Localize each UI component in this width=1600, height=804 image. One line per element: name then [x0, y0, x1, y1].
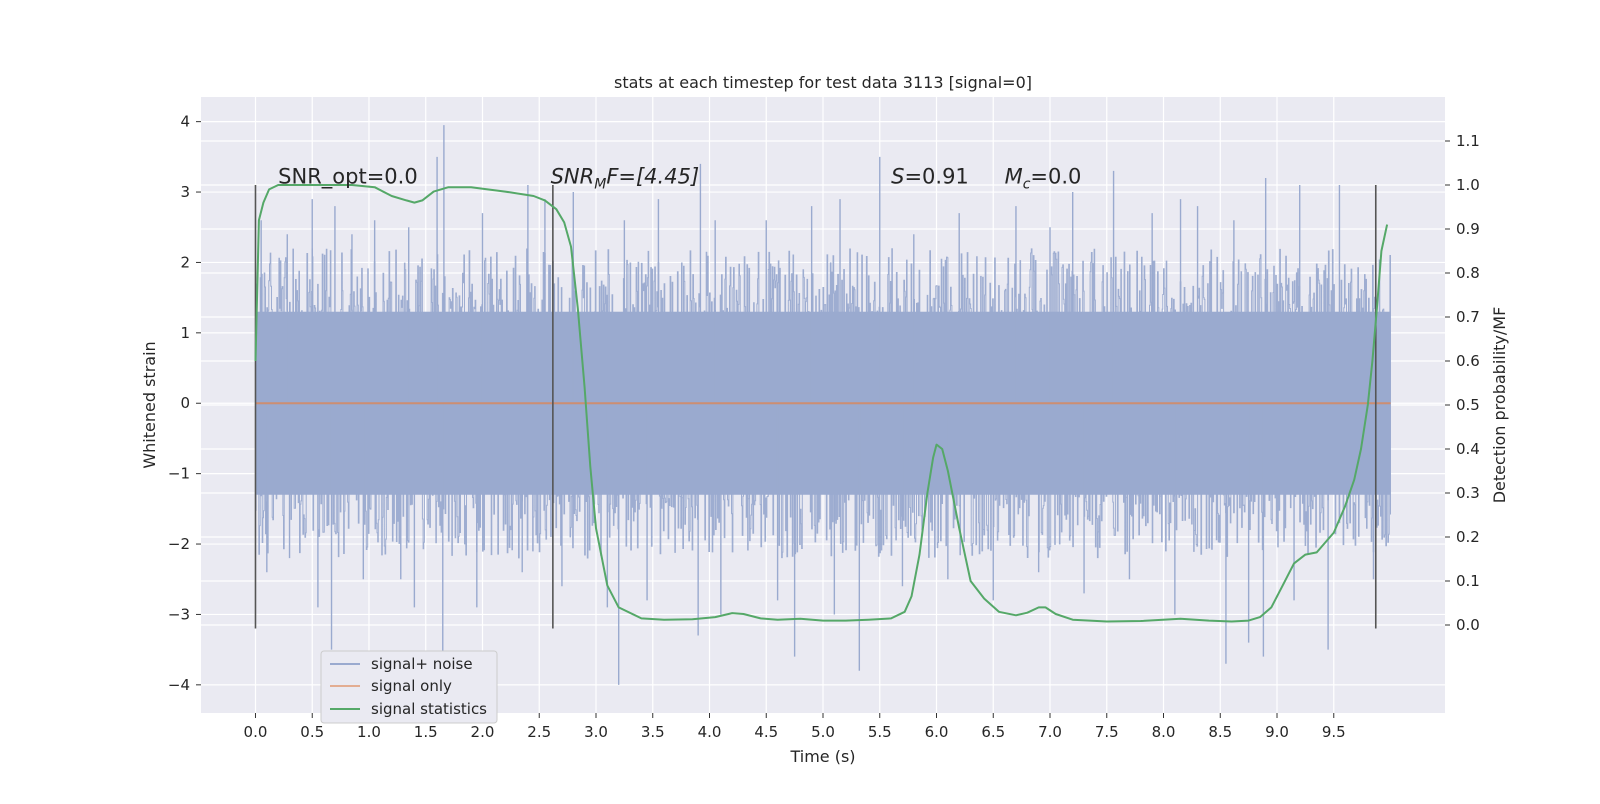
y2-tick-label: 0.3 [1456, 484, 1480, 502]
x-tick-label: 4.5 [754, 723, 778, 741]
x-tick-label: 5.0 [811, 723, 835, 741]
y2-tick-label: 0.7 [1456, 308, 1480, 326]
annotation-main: S [891, 165, 904, 189]
x-tick-label: 2.0 [471, 723, 495, 741]
ticks: 0.0 0.5 1.0 1.5 2.0 2.5 3.0 3.5 4.0 4.5 5.0 5.5 6.0 6… [168, 113, 1480, 741]
x-tick-label: 8.0 [1152, 723, 1176, 741]
legend-label-statistics: signal statistics [371, 700, 487, 718]
y2-tick-label: 0.5 [1456, 396, 1480, 414]
x-tick-label: 1.5 [414, 723, 438, 741]
annotation-main: M [1005, 165, 1023, 189]
x-tick-label: 5.5 [868, 723, 892, 741]
y2-tick-label: 0.0 [1456, 616, 1480, 634]
annotation-main: SNR [551, 165, 595, 189]
annotation-tail: =0.91 [904, 165, 968, 189]
y2-tick-label: 0.6 [1456, 352, 1480, 370]
x-tick-label: 7.0 [1038, 723, 1062, 741]
y2-tick-label: 0.1 [1456, 572, 1480, 590]
annotations: SNR_opt=0.0 SNRMF=[4.45] S=0.91 Mc=0.0 [278, 165, 1081, 193]
x-tick-label: 6.0 [925, 723, 949, 741]
y-tick-label: 1 [180, 324, 190, 342]
annotation-mc-value: Mc=0.0 [1005, 165, 1082, 193]
y2-tick-label: 1.0 [1456, 176, 1480, 194]
annotation-s-value: S=0.91 [891, 165, 969, 189]
y-tick-label: −4 [168, 676, 190, 694]
annotation-tail: F=[4.45] [606, 165, 699, 189]
y-tick-label: 3 [180, 183, 190, 201]
annotation-snr-mf: SNRMF=[4.45] [551, 165, 700, 193]
x-tick-label: 0.0 [244, 723, 268, 741]
annotation-snr-opt: SNR_opt=0.0 [278, 165, 418, 190]
x-tick-label: 3.5 [641, 723, 665, 741]
y-tick-label: 4 [180, 113, 190, 131]
legend-label-noise: signal+ noise [371, 655, 473, 673]
x-tick-label: 8.5 [1208, 723, 1232, 741]
legend: signal+ noise signal only signal statist… [320, 650, 498, 724]
y2-tick-label: 0.2 [1456, 528, 1480, 546]
y-tick-label: −3 [168, 605, 190, 623]
y-tick-label: −1 [168, 465, 190, 483]
y-tick-label: −2 [168, 535, 190, 553]
chart-title: stats at each timestep for test data 311… [614, 73, 1032, 92]
y-tick-label: 2 [180, 253, 190, 271]
x-tick-label: 6.5 [981, 723, 1005, 741]
x-tick-label: 7.5 [1095, 723, 1119, 741]
y2-tick-label: 0.4 [1456, 440, 1480, 458]
statistics-line [254, 184, 1389, 623]
x-tick-label: 2.5 [527, 723, 551, 741]
annotation-sub: c [1023, 177, 1031, 193]
y2-tick-label: 1.1 [1456, 132, 1480, 150]
annotation-tail: =0.0 [1030, 165, 1081, 189]
marker-lines [254, 185, 1377, 629]
legend-box [320, 650, 498, 724]
y2-tick-label: 0.8 [1456, 264, 1480, 282]
y2-axis-label: Detection probability/MF [1490, 307, 1509, 504]
y-tick-label: 0 [180, 394, 190, 412]
x-tick-label: 1.0 [357, 723, 381, 741]
y-axis-label: Whitened strain [140, 341, 159, 468]
x-tick-label: 3.0 [584, 723, 608, 741]
x-tick-label: 4.0 [698, 723, 722, 741]
annotation-sub: M [594, 177, 606, 193]
statistics-series [254, 184, 1389, 623]
y2-tick-label: 0.9 [1456, 220, 1480, 238]
x-tick-label: 9.5 [1322, 723, 1346, 741]
legend-label-signal: signal only [371, 677, 452, 695]
x-axis-label: Time (s) [789, 747, 855, 766]
x-tick-label: 9.0 [1265, 723, 1289, 741]
x-tick-label: 0.5 [300, 723, 324, 741]
